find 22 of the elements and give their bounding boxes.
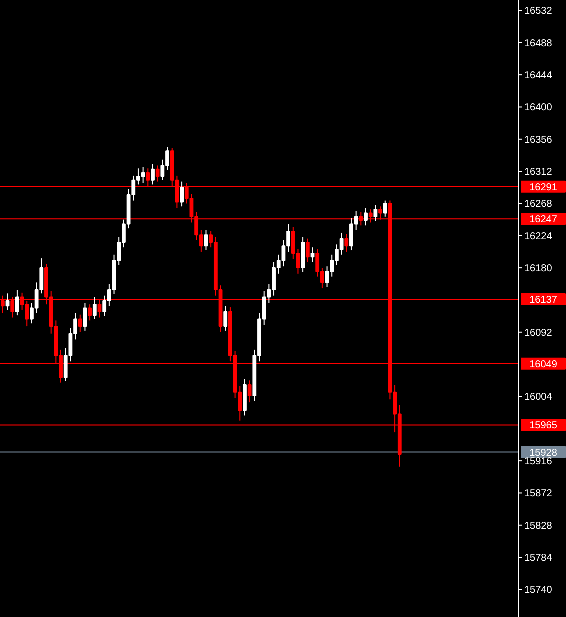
ref-line-label: 15965	[530, 420, 558, 432]
y-tick-label: 16268	[524, 199, 553, 210]
y-tick-label: 16092	[524, 328, 553, 339]
y-tick-label: 15784	[524, 553, 553, 564]
ref-line-label: 16247	[530, 214, 558, 226]
y-tick-label: 16004	[524, 392, 553, 404]
ref-line-label: 16137	[530, 294, 558, 306]
y-tick-label: 15828	[524, 520, 553, 532]
y-tick-label: 16224	[524, 231, 553, 242]
ref-line-label: 16049	[530, 359, 558, 370]
y-tick-label: 16312	[524, 167, 553, 178]
y-tick-label: 16400	[524, 102, 553, 114]
y-tick-label: 15872	[524, 488, 553, 500]
y-tick-label: 16356	[524, 134, 553, 146]
ref-line-label: 15928	[530, 448, 558, 459]
y-tick-label: 15916	[524, 456, 553, 468]
y-tick-label: 16488	[524, 38, 553, 50]
y-tick-label: 16532	[524, 6, 553, 18]
ref-line-label: 16291	[530, 182, 558, 194]
y-tick-label: 15740	[524, 585, 553, 596]
y-tick-label: 16444	[524, 70, 553, 82]
y-tick-label: 16180	[524, 264, 553, 275]
